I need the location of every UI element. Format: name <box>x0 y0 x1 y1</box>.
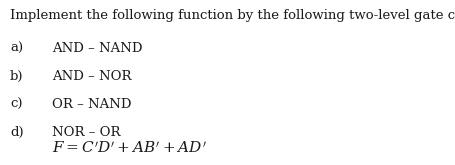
Text: b): b) <box>10 70 24 83</box>
Text: $F = C'D' + AB' + AD'$: $F = C'D' + AB' + AD'$ <box>52 140 207 156</box>
Text: Implement the following function by the following two-level gate circuits: Implement the following function by the … <box>10 9 455 22</box>
Text: c): c) <box>10 98 22 111</box>
Text: a): a) <box>10 42 23 55</box>
Text: AND – NOR: AND – NOR <box>52 70 132 83</box>
Text: d): d) <box>10 126 24 139</box>
Text: OR – NAND: OR – NAND <box>52 98 132 111</box>
Text: AND – NAND: AND – NAND <box>52 42 143 55</box>
Text: NOR – OR: NOR – OR <box>52 126 121 139</box>
